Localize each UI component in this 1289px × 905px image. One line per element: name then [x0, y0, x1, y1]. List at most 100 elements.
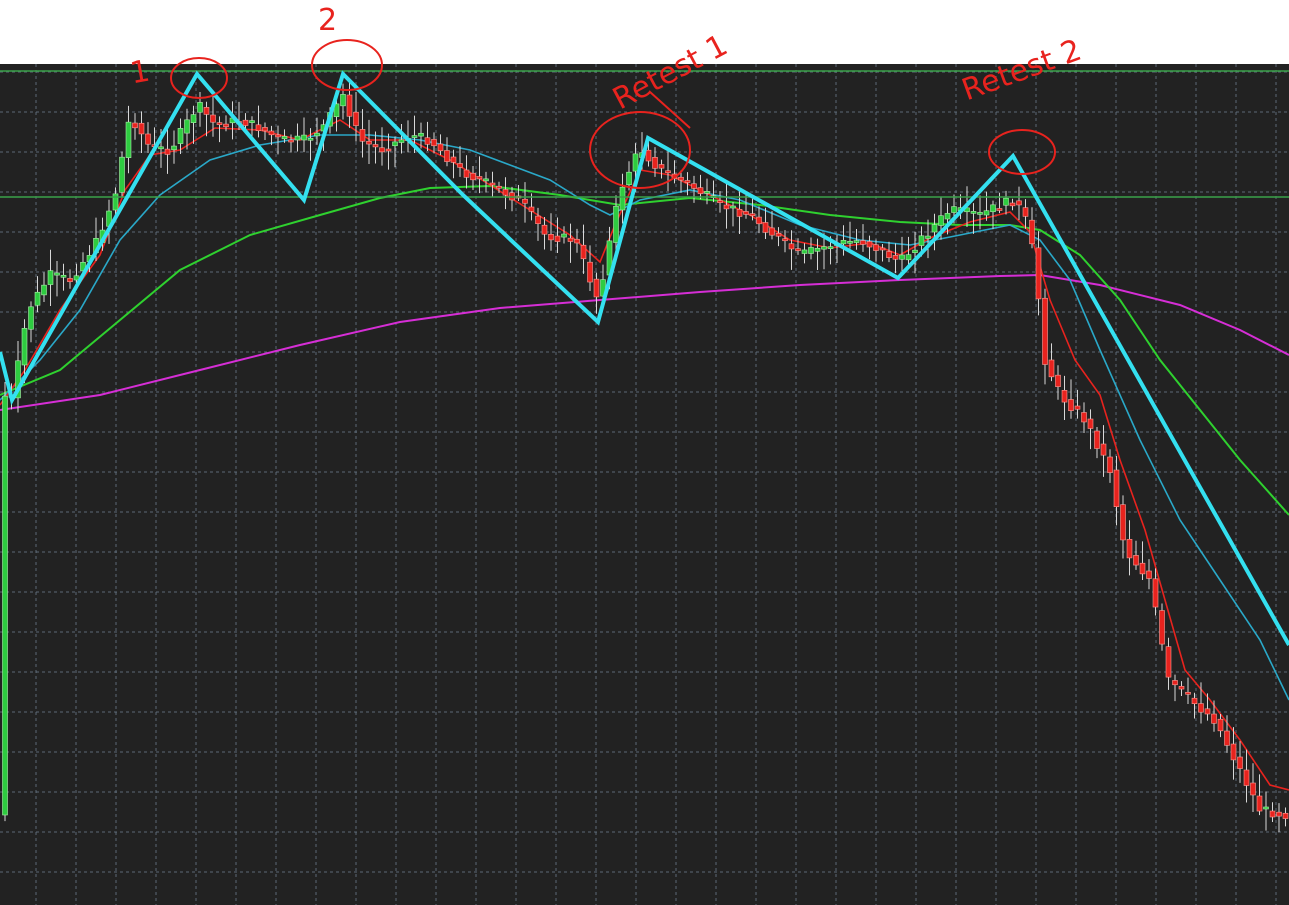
bullish-candle: [177, 128, 184, 144]
bearish-candle: [1094, 430, 1100, 449]
moving-average-mid: [0, 134, 1289, 701]
bullish-candle: [821, 246, 827, 250]
bearish-candle: [496, 185, 502, 189]
bullish-candle: [801, 249, 808, 254]
bearish-candle: [665, 170, 671, 174]
bullish-candle: [977, 212, 983, 215]
bullish-candle: [314, 132, 320, 137]
bearish-candle: [444, 150, 450, 162]
bearish-candle: [697, 187, 704, 194]
bearish-candle: [1250, 782, 1256, 796]
bullish-candle: [418, 132, 424, 137]
bearish-candle: [1042, 297, 1048, 365]
bearish-candle: [1256, 795, 1263, 812]
bearish-candle: [353, 111, 359, 126]
bearish-candle: [749, 213, 756, 216]
bullish-candle: [970, 211, 977, 214]
bullish-candle: [626, 171, 632, 186]
zigzag-trend-line: [0, 70, 1289, 646]
bearish-candle: [223, 123, 229, 128]
bearish-candle: [522, 198, 528, 204]
bullish-candle: [190, 114, 197, 123]
bullish-candle: [119, 156, 125, 193]
bearish-candle: [502, 189, 509, 196]
bullish-candle: [184, 119, 190, 134]
bullish-candle: [704, 191, 710, 194]
bearish-candle: [1211, 713, 1217, 724]
bearish-candle: [1217, 718, 1224, 732]
bearish-candle: [1016, 200, 1022, 206]
bullish-candle: [21, 328, 28, 366]
bullish-candle: [938, 215, 944, 226]
annotation-pointer-retest-1: [649, 91, 691, 129]
bearish-candle: [1055, 374, 1061, 387]
bullish-candle: [47, 270, 54, 285]
bearish-candle: [450, 156, 457, 163]
bearish-candle: [1048, 359, 1055, 378]
bearish-candle: [216, 122, 223, 125]
bullish-candle: [931, 224, 938, 233]
bullish-candle: [158, 146, 164, 150]
bearish-candle: [652, 157, 658, 169]
bearish-candle: [782, 238, 788, 242]
bullish-candle: [340, 94, 346, 107]
bearish-candle: [1009, 202, 1016, 207]
bearish-candle: [67, 278, 73, 283]
bearish-candle: [210, 114, 216, 123]
bullish-candle: [125, 121, 132, 158]
bearish-candle: [1237, 756, 1243, 769]
bullish-candle: [561, 233, 567, 238]
bearish-candle: [437, 143, 444, 152]
bullish-candle: [840, 240, 847, 245]
bearish-candle: [476, 176, 483, 180]
bullish-candle: [60, 274, 67, 278]
bearish-candle: [795, 248, 801, 251]
bearish-candle: [756, 216, 762, 225]
bearish-candle: [775, 233, 782, 237]
bearish-candle: [1165, 646, 1172, 678]
bearish-candle: [548, 234, 554, 241]
bullish-candle: [307, 137, 314, 141]
bearish-candle: [242, 119, 249, 126]
bullish-candle: [54, 272, 60, 276]
bullish-candle: [918, 235, 925, 246]
bullish-candle: [301, 134, 307, 141]
bearish-candle: [788, 243, 795, 250]
bearish-candle: [717, 200, 723, 203]
bearish-candle: [203, 107, 210, 115]
bearish-candle: [554, 235, 561, 242]
moving-average-long: [0, 273, 1289, 411]
bearish-candle: [1276, 811, 1282, 817]
bearish-candle: [288, 139, 294, 143]
bearish-candle: [1035, 247, 1042, 300]
bearish-candle: [736, 209, 743, 217]
bearish-candle: [1113, 469, 1120, 508]
annotation-circle-retest-1: [589, 111, 691, 189]
bearish-candle: [1282, 812, 1289, 819]
bearish-candle: [1230, 743, 1237, 761]
bearish-candle: [372, 144, 379, 148]
bullish-candle: [632, 153, 639, 172]
bullish-candle: [814, 247, 821, 252]
bearish-candle: [255, 124, 262, 132]
bearish-candle: [1022, 207, 1029, 217]
bullish-candle: [294, 135, 301, 141]
bullish-candle: [853, 240, 860, 243]
bearish-candle: [1178, 686, 1185, 690]
bearish-candle: [658, 164, 665, 169]
bearish-candle: [574, 238, 580, 244]
bullish-candle: [171, 145, 177, 151]
bearish-candle: [1269, 810, 1276, 818]
bullish-candle: [613, 205, 619, 243]
bearish-candle: [1224, 730, 1230, 746]
bullish-candle: [899, 254, 905, 260]
bearish-candle: [385, 148, 392, 152]
bullish-candle: [847, 240, 853, 244]
bearish-candle: [645, 149, 652, 162]
bearish-candle: [762, 222, 769, 233]
bullish-candle: [112, 193, 119, 211]
bullish-candle: [34, 291, 41, 306]
bearish-candle: [1191, 697, 1198, 705]
bearish-candle: [860, 240, 866, 245]
